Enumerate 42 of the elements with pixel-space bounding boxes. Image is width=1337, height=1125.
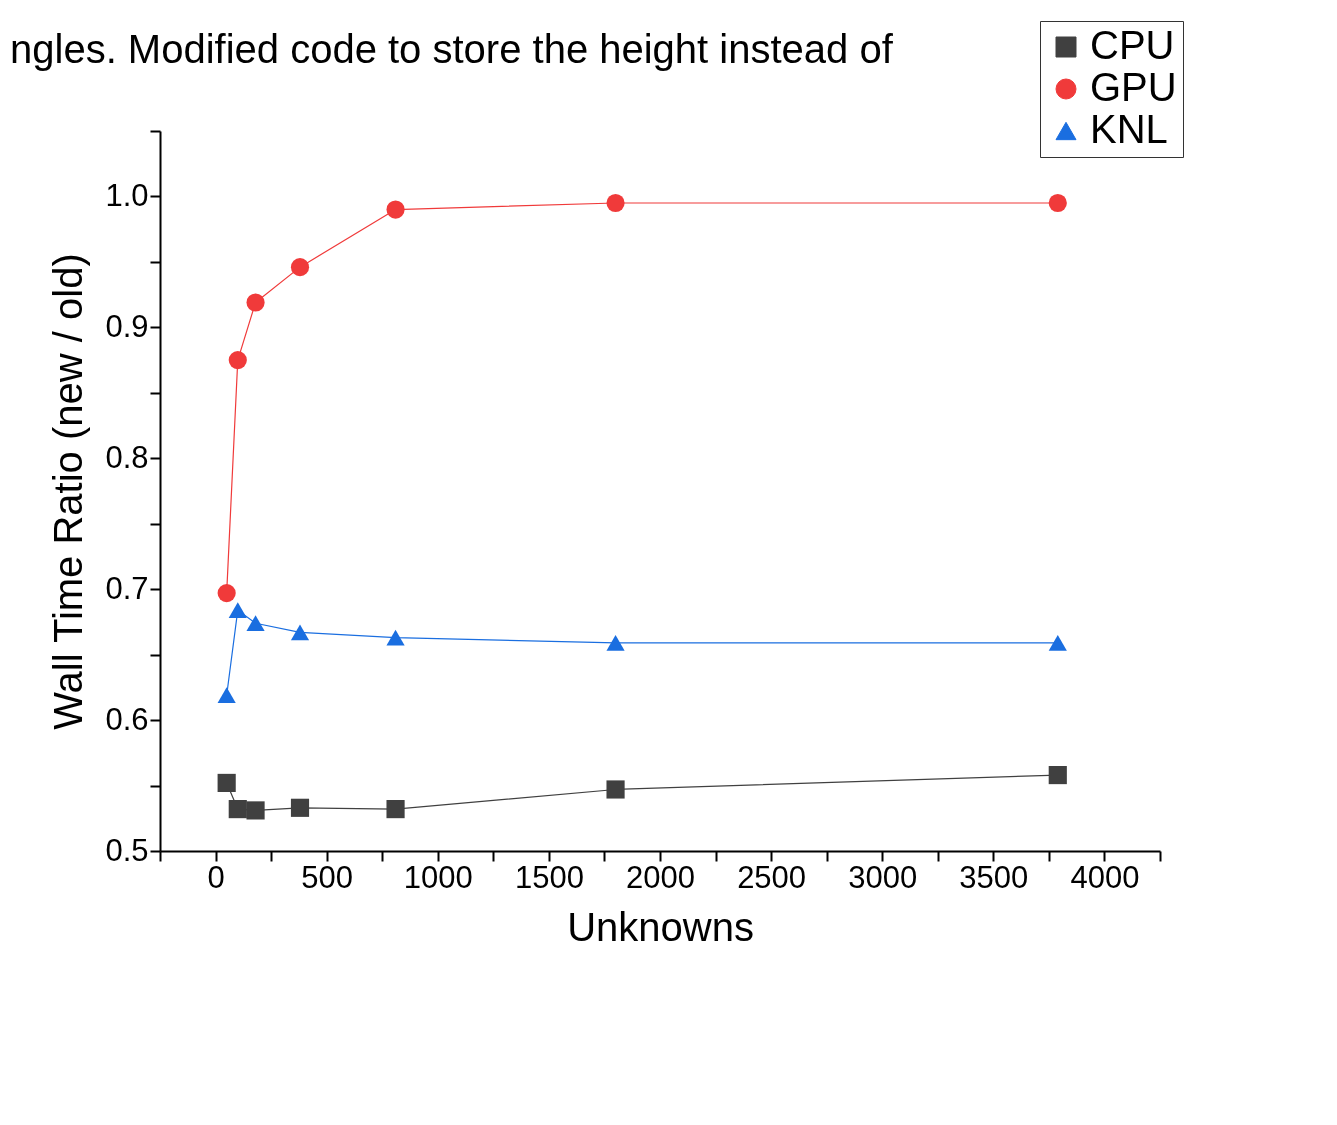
point — [1048, 634, 1067, 651]
point — [1048, 193, 1067, 213]
legend-label: GPU — [1090, 65, 1177, 109]
y-axis-title: Wall Time Ratio (new / old) — [46, 253, 91, 730]
point — [386, 629, 405, 646]
y-tick-label: 0.5 — [105, 832, 149, 868]
x-tick-label: 1000 — [403, 859, 473, 895]
y-tick-label: 0.7 — [105, 570, 149, 606]
point — [228, 351, 247, 370]
point — [217, 773, 236, 793]
point — [606, 780, 625, 799]
x-tick-label: 500 — [301, 859, 354, 895]
x-tick-label: 4000 — [1070, 859, 1140, 895]
point — [1048, 765, 1067, 785]
point — [606, 193, 625, 213]
y-tick-label: 0.9 — [105, 308, 149, 344]
x-tick-label: 3000 — [848, 859, 918, 895]
point — [386, 800, 405, 819]
point — [290, 798, 310, 817]
x-tick-label: 2000 — [626, 859, 695, 895]
x-tick-label: 2500 — [737, 859, 807, 895]
x-tick-label: 3500 — [959, 859, 1029, 895]
point — [228, 602, 247, 618]
point — [386, 200, 405, 219]
x-tick-label: 0 — [207, 859, 225, 895]
x-axis-title: Unknowns — [567, 904, 754, 949]
y-tick-label: 1.0 — [105, 177, 149, 213]
point — [290, 258, 310, 277]
x-tick-label: 1500 — [514, 859, 584, 895]
point — [246, 615, 265, 632]
y-tick-label: 0.8 — [105, 439, 149, 475]
y-tick-label: 0.6 — [105, 701, 149, 737]
point — [217, 687, 236, 704]
point — [290, 624, 310, 641]
point — [606, 634, 625, 651]
point — [217, 584, 236, 603]
text: ngles. Modified code to store the height instead of — [10, 27, 894, 71]
legend-label: KNL — [1090, 107, 1168, 151]
legend-label: CPU — [1090, 23, 1175, 67]
point — [246, 293, 265, 312]
point — [246, 801, 265, 820]
point — [228, 800, 247, 819]
